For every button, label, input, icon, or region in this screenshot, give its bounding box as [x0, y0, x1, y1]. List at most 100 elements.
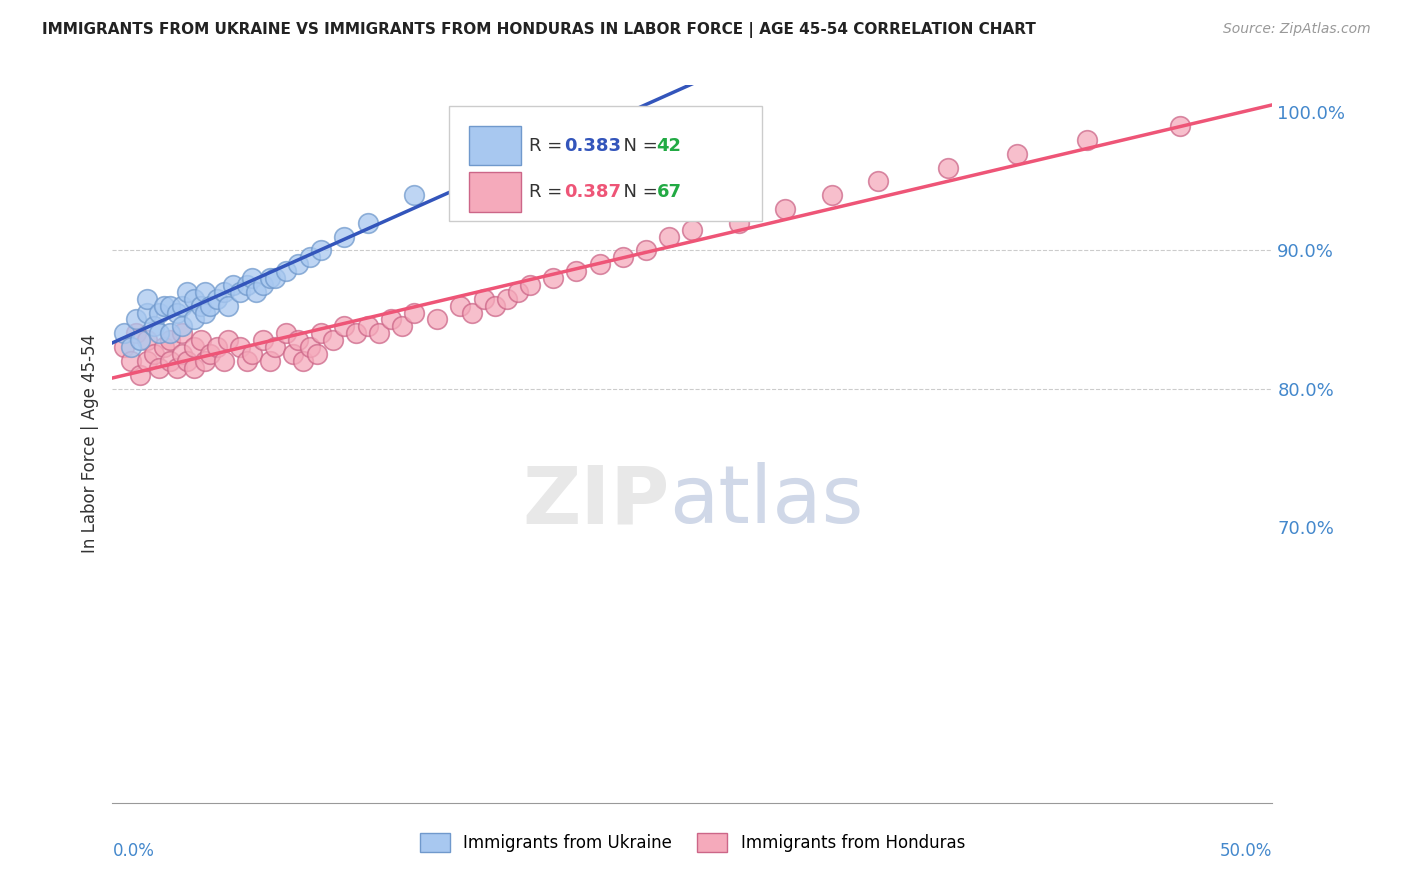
- Point: [936, 161, 959, 175]
- Point: [252, 277, 274, 292]
- Point: [496, 292, 519, 306]
- Point: [1168, 119, 1191, 133]
- Text: 50.0%: 50.0%: [1220, 842, 1272, 860]
- Point: [124, 312, 148, 326]
- Point: [309, 244, 333, 258]
- Point: [565, 264, 588, 278]
- Text: 42: 42: [657, 136, 682, 154]
- Point: [404, 305, 426, 319]
- Point: [236, 354, 259, 368]
- Point: [322, 333, 344, 347]
- Point: [194, 285, 217, 299]
- Point: [194, 354, 217, 368]
- Point: [380, 312, 402, 326]
- Point: [519, 277, 541, 292]
- Text: 67: 67: [657, 183, 682, 201]
- Point: [508, 285, 530, 299]
- Point: [183, 340, 205, 354]
- Point: [276, 264, 298, 278]
- Point: [152, 299, 174, 313]
- Point: [136, 354, 159, 368]
- Point: [276, 326, 298, 341]
- Point: [245, 285, 267, 299]
- Point: [222, 277, 245, 292]
- Point: [183, 292, 205, 306]
- Point: [305, 347, 328, 361]
- Point: [461, 305, 484, 319]
- Point: [333, 229, 356, 244]
- Point: [112, 340, 135, 354]
- Point: [1007, 146, 1029, 161]
- Point: [129, 333, 152, 347]
- Point: [166, 360, 188, 375]
- Point: [176, 354, 198, 368]
- Point: [183, 360, 205, 375]
- Point: [484, 299, 506, 313]
- Point: [519, 146, 541, 161]
- Point: [112, 326, 135, 341]
- Point: [198, 299, 221, 313]
- Point: [229, 285, 252, 299]
- Point: [120, 340, 142, 354]
- Point: [287, 333, 309, 347]
- Point: [333, 319, 356, 334]
- Point: [143, 319, 166, 334]
- Point: [124, 326, 148, 341]
- Text: N =: N =: [613, 183, 664, 201]
- Point: [159, 333, 181, 347]
- Point: [205, 340, 228, 354]
- Point: [240, 271, 263, 285]
- Text: Source: ZipAtlas.com: Source: ZipAtlas.com: [1223, 22, 1371, 37]
- Point: [212, 354, 235, 368]
- Text: atlas: atlas: [669, 462, 863, 541]
- Point: [183, 312, 205, 326]
- Point: [298, 251, 321, 265]
- Text: R =: R =: [529, 183, 568, 201]
- Text: 0.0%: 0.0%: [112, 842, 155, 860]
- Point: [143, 347, 166, 361]
- Point: [190, 299, 212, 313]
- Text: 0.387: 0.387: [564, 183, 620, 201]
- Point: [240, 347, 263, 361]
- Text: N =: N =: [613, 136, 664, 154]
- Point: [658, 229, 681, 244]
- Point: [159, 354, 181, 368]
- Point: [120, 354, 142, 368]
- Point: [868, 174, 890, 188]
- Point: [176, 285, 198, 299]
- Point: [1076, 133, 1098, 147]
- Point: [172, 326, 194, 341]
- Point: [357, 319, 380, 334]
- Point: [205, 292, 228, 306]
- Legend: Immigrants from Ukraine, Immigrants from Honduras: Immigrants from Ukraine, Immigrants from…: [413, 827, 972, 859]
- Text: ZIP: ZIP: [522, 462, 669, 541]
- Point: [172, 319, 194, 334]
- Text: IMMIGRANTS FROM UKRAINE VS IMMIGRANTS FROM HONDURAS IN LABOR FORCE | AGE 45-54 C: IMMIGRANTS FROM UKRAINE VS IMMIGRANTS FR…: [42, 22, 1036, 38]
- Text: R =: R =: [529, 136, 568, 154]
- Point: [404, 188, 426, 202]
- Point: [298, 340, 321, 354]
- Point: [450, 299, 472, 313]
- Point: [391, 319, 413, 334]
- Point: [450, 174, 472, 188]
- Point: [309, 326, 333, 341]
- Point: [166, 305, 188, 319]
- Point: [344, 326, 367, 341]
- Point: [136, 305, 159, 319]
- Point: [129, 368, 152, 382]
- Point: [264, 271, 287, 285]
- Point: [229, 340, 252, 354]
- Point: [152, 340, 174, 354]
- Point: [148, 305, 170, 319]
- Point: [136, 292, 159, 306]
- Point: [357, 216, 380, 230]
- Point: [190, 333, 212, 347]
- Point: [218, 299, 240, 313]
- Point: [194, 305, 217, 319]
- Point: [283, 347, 305, 361]
- Point: [543, 271, 565, 285]
- Point: [264, 340, 287, 354]
- Point: [259, 271, 281, 285]
- Point: [136, 333, 159, 347]
- Point: [212, 285, 235, 299]
